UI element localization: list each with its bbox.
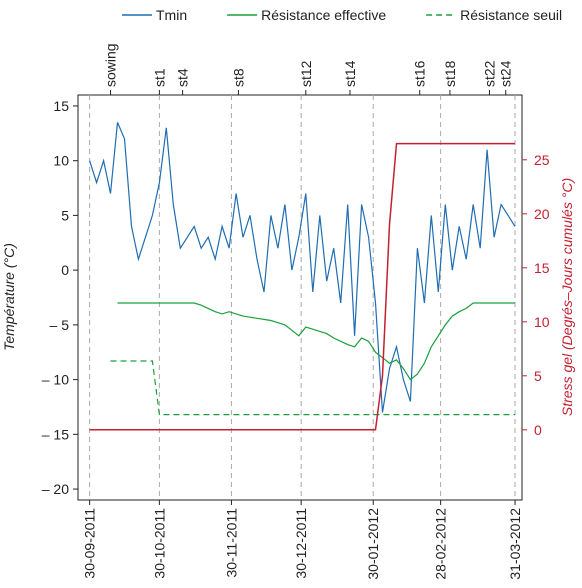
y2-tick-label: 25 [534,152,550,168]
y-tick-label: – 15 [42,426,69,442]
y2-axis-label: Stress gel (Degrés–Jours cumulés °C) [559,178,575,416]
y-tick-label: 10 [53,153,69,169]
stage-label: st4 [175,68,191,87]
y2-tick-label: 5 [534,368,542,384]
stage-label: st22 [481,60,497,87]
y2-tick-label: 10 [534,314,550,330]
x-tick-label: 30-12-2011 [293,508,309,579]
stage-label: sowing [103,43,119,87]
x-tick-label: 31-03-2012 [507,508,523,580]
legend-label: Résistance effective [261,7,386,23]
legend-label: Résistance seuil [460,7,562,23]
series-line [89,122,516,413]
x-tick-label: 30-09-2011 [82,508,98,579]
y-tick-label: – 5 [50,317,70,333]
stage-label: st18 [442,60,458,87]
x-tick-label: 28-02-2012 [433,508,449,580]
y2-tick-label: 15 [534,260,550,276]
y-axis-label: Température (°C) [1,243,17,351]
stage-label: st16 [412,60,428,87]
y-tick-label: – 20 [42,481,69,497]
series-line [110,360,515,416]
stage-label: st1 [151,68,167,87]
stage-label: st12 [298,60,314,87]
y-tick-label: 5 [61,207,69,223]
series-line [89,142,515,431]
legend-label: Tmin [156,7,187,23]
stage-label: st8 [230,68,246,87]
plot-frame [77,94,523,501]
x-tick-label: 30-10-2011 [151,508,167,579]
x-tick-label: 30-01-2012 [365,508,381,580]
y-tick-label: 0 [61,262,69,278]
y-tick-label: – 10 [42,372,69,388]
y2-tick-label: 0 [534,422,542,438]
y2-tick-label: 20 [534,206,550,222]
stage-label: st24 [498,60,514,87]
y-tick-label: 15 [53,98,69,114]
series-line [117,302,515,381]
x-tick-label: 30-11-2011 [223,508,239,578]
stage-label: st14 [342,60,358,87]
